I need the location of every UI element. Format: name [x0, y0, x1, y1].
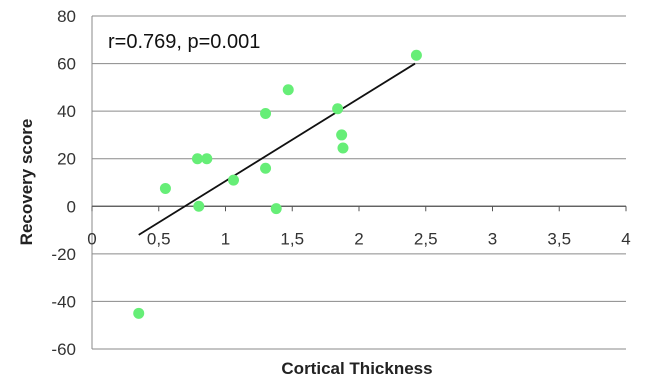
- x-tick-label: 0,5: [147, 229, 171, 248]
- y-tick-label: 20: [57, 150, 76, 169]
- y-tick-label: -40: [51, 292, 76, 311]
- data-point-3: [193, 200, 205, 212]
- x-axis-title: Cortical Thickness: [281, 359, 432, 378]
- data-point-8: [270, 203, 282, 215]
- y-tick-label: 60: [57, 55, 76, 74]
- x-tick-label: 2,5: [414, 229, 438, 248]
- data-point-11: [336, 129, 348, 141]
- y-tick-label: 40: [57, 102, 76, 121]
- x-tick-label: 2: [354, 229, 363, 248]
- x-tick-label: 3: [488, 229, 497, 248]
- trendline: [138, 62, 416, 236]
- x-tick-label: 1,5: [280, 229, 304, 248]
- y-tick-label: 0: [67, 197, 76, 216]
- y-tick-label: 80: [57, 7, 76, 26]
- data-point-6: [260, 108, 272, 120]
- data-point-0: [133, 307, 145, 319]
- x-tick-label: 1: [221, 229, 230, 248]
- data-points: [133, 49, 422, 319]
- data-point-4: [201, 153, 213, 165]
- data-point-1: [159, 182, 171, 194]
- x-tick-label: 0: [87, 229, 96, 248]
- y-axis-title: Recovery score: [17, 119, 36, 246]
- correlation-annotation: r=0.769, p=0.001: [108, 31, 260, 53]
- x-tick-label: 4: [621, 229, 630, 248]
- y-tick-labels: -60 -40 -20 0 20 40 60 80: [51, 7, 76, 359]
- data-point-7: [260, 162, 272, 174]
- y-tick-label: -60: [51, 340, 76, 359]
- gridlines: [91, 15, 627, 350]
- data-point-5: [228, 174, 240, 186]
- y-tick-label: -20: [51, 245, 76, 264]
- data-point-12: [337, 142, 349, 154]
- data-point-9: [282, 84, 294, 96]
- trendline-group: [138, 62, 416, 236]
- data-point-10: [332, 103, 344, 115]
- x-tick-labels: 0 0,5 1 1,5 2 2,5 3 3,5 4: [87, 229, 630, 248]
- x-tick-label: 3,5: [547, 229, 571, 248]
- data-point-2: [191, 153, 203, 165]
- data-point-13: [410, 49, 422, 61]
